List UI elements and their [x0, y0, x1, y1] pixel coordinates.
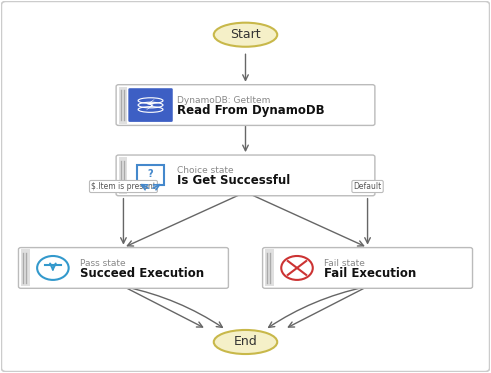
- FancyBboxPatch shape: [118, 157, 127, 194]
- Ellipse shape: [214, 330, 277, 354]
- FancyBboxPatch shape: [116, 155, 375, 196]
- FancyBboxPatch shape: [128, 88, 173, 122]
- FancyBboxPatch shape: [21, 250, 30, 286]
- Text: Is Get Successful: Is Get Successful: [177, 175, 290, 188]
- FancyBboxPatch shape: [19, 248, 228, 288]
- Text: Choice state: Choice state: [177, 166, 234, 175]
- Text: Default: Default: [354, 182, 382, 191]
- Text: ⚡: ⚡: [145, 98, 156, 113]
- Ellipse shape: [214, 23, 277, 47]
- Text: Fail Execution: Fail Execution: [324, 267, 416, 280]
- Text: ?: ?: [148, 169, 153, 179]
- Text: Read From DynamoDB: Read From DynamoDB: [177, 104, 325, 117]
- FancyBboxPatch shape: [265, 250, 274, 286]
- FancyBboxPatch shape: [116, 85, 375, 125]
- FancyBboxPatch shape: [118, 87, 127, 123]
- Text: $.Item is present: $.Item is present: [91, 182, 156, 191]
- FancyBboxPatch shape: [263, 248, 472, 288]
- Text: Succeed Execution: Succeed Execution: [80, 267, 204, 280]
- Text: Start: Start: [230, 28, 261, 41]
- Text: Pass state: Pass state: [80, 258, 125, 268]
- Text: End: End: [234, 335, 257, 348]
- Text: DynamoDB: GetItem: DynamoDB: GetItem: [177, 96, 271, 105]
- Text: Fail state: Fail state: [324, 258, 364, 268]
